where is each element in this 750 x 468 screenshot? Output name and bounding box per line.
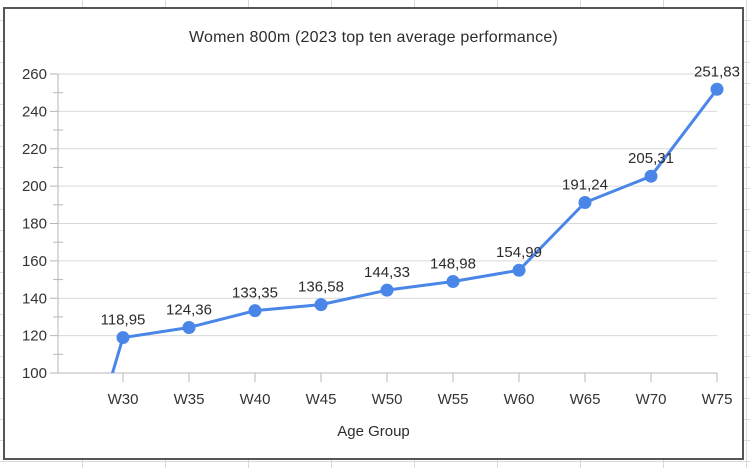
y-tick-label: 100	[22, 365, 47, 382]
data-point-W40	[248, 304, 262, 318]
x-tick-label: W30	[108, 391, 139, 408]
data-label-W75: 251,83	[694, 63, 740, 80]
x-tick-label: W45	[306, 391, 337, 408]
data-point-W45	[314, 298, 328, 312]
x-tick-label: W40	[240, 391, 271, 408]
y-tick-label: 180	[22, 216, 47, 233]
y-tick-label: 120	[22, 328, 47, 345]
x-tick-label: W35	[174, 391, 205, 408]
data-label-W70: 205,31	[628, 150, 674, 167]
x-axis-title: Age Group	[337, 423, 410, 440]
chart-title: Women 800m (2023 top ten average perform…	[189, 29, 558, 46]
y-tick-label: 140	[22, 290, 47, 307]
data-label-W35: 124,36	[166, 301, 212, 318]
y-tick-label: 240	[22, 103, 47, 120]
data-label-W60: 154,99	[496, 244, 542, 261]
data-point-W75	[710, 82, 724, 96]
y-tick-label: 260	[22, 66, 47, 83]
x-tick-label: W55	[438, 391, 469, 408]
data-point-W70	[644, 169, 658, 183]
data-point-W35	[182, 320, 196, 334]
x-tick-label: W50	[372, 391, 403, 408]
data-label-W50: 144,33	[364, 264, 410, 281]
data-label-W30: 118,95	[101, 312, 146, 329]
data-label-W55: 148,98	[430, 255, 476, 272]
data-label-W40: 133,35	[232, 285, 278, 302]
y-tick-label: 160	[22, 253, 47, 270]
data-point-W65	[578, 195, 592, 209]
data-point-W50	[380, 283, 394, 297]
data-point-W30	[116, 331, 130, 345]
y-tick-label: 200	[22, 178, 47, 195]
y-tick-label: 220	[22, 141, 47, 158]
chart-object[interactable]: Women 800m (2023 top ten average perform…	[3, 7, 744, 460]
data-point-W60	[512, 263, 526, 277]
x-tick-label: W60	[504, 391, 535, 408]
data-point-W55	[446, 274, 460, 288]
line-chart-plot: 100 120 140 160 180 200 220 240 260 W30 W35 W40 W45 W…	[22, 63, 740, 408]
data-label-W65: 191,24	[562, 176, 608, 193]
x-tick-label: W65	[570, 391, 601, 408]
data-label-W45: 136,58	[298, 279, 344, 296]
x-tick-label: W75	[702, 391, 733, 408]
x-tick-label: W70	[636, 391, 667, 408]
